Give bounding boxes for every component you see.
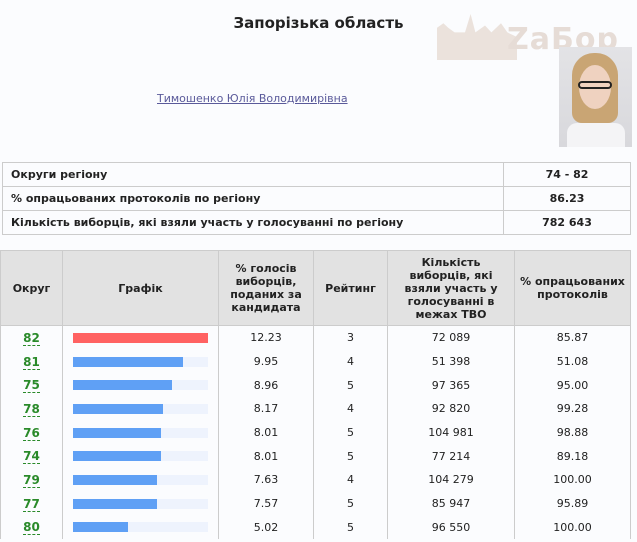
header-chart: Графік — [62, 250, 219, 326]
vote-bar — [73, 427, 208, 438]
town-silhouette-icon — [437, 14, 517, 60]
district-link[interactable]: 81 — [23, 354, 40, 370]
processed-cell: 51.08 — [514, 349, 631, 374]
info-row: Кількість виборців, які взяли участь у г… — [2, 210, 631, 235]
results-table: Округ Графік % голосів виборців, поданих… — [0, 250, 631, 540]
processed-cell: 89.18 — [514, 444, 631, 469]
header-voters: Кількість виборців, які взяли участь у г… — [387, 250, 515, 326]
pct-cell: 7.57 — [218, 491, 314, 516]
vote-bar-fill — [73, 427, 162, 438]
vote-bar-fill — [73, 474, 158, 485]
table-row: 74 8.01 5 77 214 89.18 — [0, 444, 631, 469]
voters-cell: 85 947 — [387, 491, 515, 516]
rank-cell: 5 — [313, 420, 388, 445]
pct-cell: 5.02 — [218, 515, 314, 540]
voters-cell: 96 550 — [387, 515, 515, 540]
header-pct: % голосів виборців, поданих за кандидата — [218, 250, 314, 326]
processed-cell: 100.00 — [514, 468, 631, 492]
processed-cell: 100.00 — [514, 515, 631, 540]
vote-bar — [73, 380, 208, 391]
rank-cell: 3 — [313, 325, 388, 350]
voters-cell: 77 214 — [387, 444, 515, 469]
page-title: Запорізька область — [233, 14, 404, 32]
vote-bar — [73, 332, 208, 343]
table-row: 77 7.57 5 85 947 95.89 — [0, 491, 631, 516]
vote-bar — [73, 498, 208, 509]
vote-bar — [73, 356, 208, 367]
pct-cell: 8.96 — [218, 373, 314, 398]
voters-cell: 51 398 — [387, 349, 515, 374]
district-link[interactable]: 77 — [23, 496, 40, 512]
vote-bar-fill — [73, 380, 172, 391]
header-rank: Рейтинг — [313, 250, 388, 326]
vote-bar-fill — [73, 522, 129, 533]
rank-cell: 5 — [313, 491, 388, 516]
pct-cell: 8.17 — [218, 397, 314, 421]
vote-bar-fill — [73, 498, 157, 509]
pct-cell: 8.01 — [218, 420, 314, 445]
table-row: 82 12.23 3 72 089 85.87 — [0, 325, 631, 350]
district-link[interactable]: 80 — [23, 520, 40, 536]
header-processed: % опрацьованих протоколів — [514, 250, 631, 326]
region-info-table: Округи регіону 74 - 82 % опрацьованих про… — [2, 162, 631, 235]
voters-cell: 92 820 — [387, 397, 515, 421]
district-link[interactable]: 79 — [23, 472, 40, 488]
pct-cell: 9.95 — [218, 349, 314, 374]
rank-cell: 4 — [313, 397, 388, 421]
processed-cell: 98.88 — [514, 420, 631, 445]
rank-cell: 4 — [313, 468, 388, 492]
processed-cell: 95.00 — [514, 373, 631, 398]
vote-bar — [73, 474, 208, 485]
pct-cell: 7.63 — [218, 468, 314, 492]
vote-bar — [73, 522, 208, 533]
header-district: Округ — [0, 250, 63, 326]
table-row: 76 8.01 5 104 981 98.88 — [0, 420, 631, 445]
vote-bar — [73, 451, 208, 462]
candidate-link[interactable]: Тимошенко Юлія Володимирівна — [157, 92, 348, 105]
rank-cell: 5 — [313, 373, 388, 398]
voters-cell: 104 279 — [387, 468, 515, 492]
pct-cell: 8.01 — [218, 444, 314, 469]
district-link[interactable]: 75 — [23, 378, 40, 394]
info-row: % опрацьованих протоколів по регіону 86.2… — [2, 186, 631, 211]
rank-cell: 4 — [313, 349, 388, 374]
voters-cell: 72 089 — [387, 325, 515, 350]
district-link[interactable]: 76 — [23, 425, 40, 441]
processed-cell: 99.28 — [514, 397, 631, 421]
vote-bar-fill — [73, 332, 208, 343]
vote-bar-fill — [73, 451, 162, 462]
vote-bar-fill — [73, 403, 164, 414]
table-row: 79 7.63 4 104 279 100.00 — [0, 468, 631, 492]
info-row: Округи регіону 74 - 82 — [2, 162, 631, 187]
table-row: 80 5.02 5 96 550 100.00 — [0, 515, 631, 540]
candidate-photo — [559, 47, 632, 147]
rank-cell: 5 — [313, 515, 388, 540]
processed-cell: 95.89 — [514, 491, 631, 516]
voters-cell: 104 981 — [387, 420, 515, 445]
district-link[interactable]: 78 — [23, 401, 40, 417]
vote-bar — [73, 403, 208, 414]
processed-cell: 85.87 — [514, 325, 631, 350]
vote-bar-fill — [73, 356, 183, 367]
district-link[interactable]: 74 — [23, 449, 40, 465]
table-row: 81 9.95 4 51 398 51.08 — [0, 349, 631, 374]
pct-cell: 12.23 — [218, 325, 314, 350]
table-row: 78 8.17 4 92 820 99.28 — [0, 397, 631, 421]
table-row: 75 8.96 5 97 365 95.00 — [0, 373, 631, 398]
rank-cell: 5 — [313, 444, 388, 469]
voters-cell: 97 365 — [387, 373, 515, 398]
district-link[interactable]: 82 — [23, 330, 40, 346]
